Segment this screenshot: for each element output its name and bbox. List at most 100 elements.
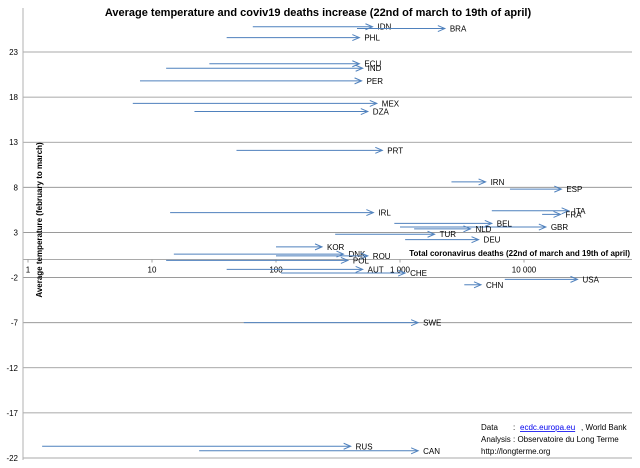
arrow-label: ITA: [574, 207, 587, 216]
y-tick-label: 3: [14, 228, 19, 237]
arrow-dnk: DNK: [173, 250, 366, 259]
arrow-chn: CHN: [464, 281, 504, 290]
gridlines: [23, 51, 632, 459]
arrow-head: [463, 225, 472, 233]
arrow-label: TUR: [440, 230, 457, 239]
arrow-dza: DZA: [194, 108, 389, 117]
arrow-label: POL: [353, 256, 370, 265]
y-tick-label: -7: [11, 319, 19, 328]
arrow-label: DZA: [373, 108, 390, 117]
arrow-label: KOR: [327, 243, 345, 252]
y-axis-ticks: 23 18 13 8 3 -2 -7 -12 -17 -22: [6, 48, 18, 463]
arrow-head: [561, 207, 570, 215]
arrow-head: [478, 178, 487, 186]
arrow-per: PER: [139, 77, 384, 86]
y-tick-label: -12: [6, 364, 18, 373]
arrow-label: AUT: [368, 265, 384, 274]
y-tick-label: -22: [6, 454, 18, 463]
arrow-label: PRT: [387, 146, 403, 155]
arrow-label: CAN: [423, 447, 440, 456]
arrow-label: SWE: [423, 319, 441, 328]
arrow-head: [375, 146, 384, 154]
x-tick-label: 10: [148, 266, 157, 275]
arrow-bel: BEL: [394, 219, 512, 228]
y-tick-label: -17: [6, 409, 18, 418]
arrow-esp: ESP: [509, 185, 582, 194]
credit-url: http://longterme.org: [481, 447, 550, 456]
arrow-label: ROU: [373, 252, 391, 261]
arrow-bra: BRA: [356, 25, 467, 34]
arrow-head: [354, 77, 363, 85]
arrow-head: [410, 319, 420, 327]
arrow-label: BEL: [497, 219, 513, 228]
arrow-label: CHE: [410, 269, 427, 278]
arrow-rus: RUS: [42, 442, 373, 451]
x-tick-label: 10 000: [512, 266, 537, 275]
arrow-head: [355, 265, 364, 273]
arrow-head: [369, 99, 379, 107]
arrow-ind: IND: [166, 64, 382, 73]
arrow-aut: AUT: [226, 265, 384, 274]
credit-data-rest: , World Bank: [581, 423, 628, 432]
arrow-head: [343, 442, 352, 450]
arrow-idn: IDN: [252, 23, 391, 32]
arrow-kor: KOR: [276, 243, 345, 252]
arrow-head: [360, 108, 370, 116]
arrow-head: [314, 243, 324, 251]
arrow-swe: SWE: [243, 319, 441, 328]
arrow-ecu: ECU: [209, 60, 381, 69]
arrow-rou: ROU: [276, 252, 391, 261]
x-axis-title: Total coronavirus deaths (22nd of march …: [409, 249, 630, 258]
arrow-usa: USA: [504, 275, 600, 284]
arrow-irn: IRN: [451, 178, 505, 187]
arrow-label: ECU: [364, 60, 381, 69]
arrow-head: [554, 185, 563, 193]
arrow-label: CHN: [486, 281, 504, 290]
arrow-head: [360, 252, 370, 260]
arrow-label: BRA: [450, 25, 467, 34]
arrow-label: USA: [582, 275, 599, 284]
arrow-prt: PRT: [236, 146, 403, 155]
arrow-label: DEU: [484, 236, 501, 245]
arrow-nld: NLD: [414, 225, 492, 234]
arrow-label: IRL: [378, 209, 391, 218]
arrow-label: PHL: [364, 34, 380, 43]
arrow-head: [427, 230, 436, 238]
arrow-head: [484, 219, 494, 227]
x-axis-ticks: 1 10 100 1 000 10 000: [23, 259, 632, 275]
arrow-label: DNK: [348, 250, 366, 259]
arrow-can: CAN: [199, 447, 440, 456]
arrow-head: [538, 223, 548, 231]
arrow-head: [410, 447, 420, 455]
y-tick-label: 23: [9, 48, 18, 57]
arrow-label: PER: [367, 77, 384, 86]
x-tick-label: 1: [26, 266, 31, 275]
arrow-pol: POL: [166, 256, 369, 265]
credit-analysis: Analysis : Observatoire du Long Terme: [481, 435, 619, 444]
chart-title: Average temperature and coviv19 deaths i…: [105, 7, 532, 19]
arrow-label: NLD: [475, 225, 491, 234]
arrow-label: ESP: [566, 185, 582, 194]
y-tick-label: -2: [11, 274, 19, 283]
arrow-fra: FRA: [542, 210, 582, 219]
arrow-label: RUS: [356, 442, 373, 451]
arrow-head: [570, 275, 579, 283]
credit-data-link[interactable]: ecdc.europa.eu: [520, 423, 575, 432]
arrow-head: [340, 256, 350, 264]
arrow-label: FRA: [566, 210, 583, 219]
arrow-head: [352, 34, 361, 42]
arrow-head: [437, 25, 447, 33]
arrow-che: CHE: [281, 269, 427, 278]
y-tick-label: 13: [9, 138, 18, 147]
arrow-mex: MEX: [132, 99, 400, 108]
arrow-tur: TUR: [335, 230, 456, 239]
y-tick-label: 18: [9, 93, 18, 102]
arrow-ita: ITA: [491, 207, 587, 216]
x-tick-label: 100: [269, 266, 283, 275]
arrow-label: IND: [368, 64, 382, 73]
arrow-phl: PHL: [226, 34, 380, 43]
arrow-head: [355, 64, 364, 72]
arrow-irl: IRL: [170, 209, 391, 218]
arrow-gbr: GBR: [400, 223, 568, 232]
